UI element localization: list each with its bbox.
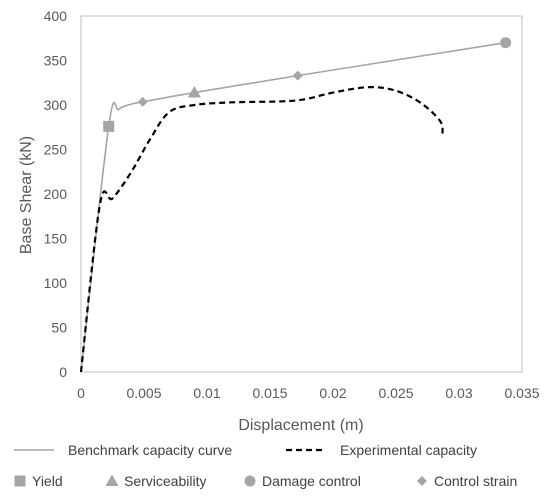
x-tick-label: 0.035: [504, 385, 539, 401]
legend-item: Benchmark capacity curve: [14, 442, 232, 458]
y-tick-label: 300: [44, 97, 68, 113]
legend-item: Control strain: [417, 473, 517, 489]
y-tick-label: 100: [44, 275, 68, 291]
x-tick-label: 0.02: [319, 385, 346, 401]
y-tick-label: 400: [44, 8, 68, 24]
control-strain-marker: [292, 70, 303, 81]
legend-item: Serviceability: [105, 473, 206, 489]
legend-item: Damage control: [244, 473, 361, 489]
y-tick-label: 200: [44, 186, 68, 202]
serviceability-marker: [187, 86, 201, 98]
y-tick-label: 150: [44, 231, 68, 247]
experimental-capacity-line: [79, 86, 444, 373]
y-tick-label: 50: [51, 320, 67, 336]
y-axis-ticks: 0 50 100 150 200 250 300 350 400: [44, 8, 68, 380]
legend-item: Yield: [14, 473, 63, 489]
yield-marker: [103, 120, 115, 132]
legend-label: Serviceability: [124, 473, 206, 489]
legend-swatch-circle: [244, 475, 256, 487]
plot-frame: [80, 15, 523, 373]
x-axis-title: Displacement (m): [238, 417, 363, 434]
y-axis-title: Base Shear (kN): [18, 136, 35, 254]
x-tick-label: 0: [77, 385, 85, 401]
benchmark-capacity-line: [80, 41, 506, 373]
y-tick-label: 0: [59, 364, 67, 380]
x-tick-label: 0.01: [193, 385, 220, 401]
legend-label: Yield: [32, 473, 63, 489]
legend-swatch-square: [14, 475, 26, 487]
legend-swatch-diamond: [417, 476, 427, 486]
control-strain-marker: [137, 96, 148, 107]
legend-label: Experimental capacity: [340, 442, 477, 458]
plot-border: [80, 15, 523, 373]
legend-label: Control strain: [434, 473, 517, 489]
damage-control-marker: [500, 37, 512, 49]
x-tick-label: 0.03: [445, 385, 472, 401]
x-tick-label: 0.015: [252, 385, 287, 401]
y-tick-label: 350: [44, 53, 68, 69]
legend: Benchmark capacity curve Experimental cap…: [14, 442, 517, 489]
legend-item: Experimental capacity: [286, 442, 477, 458]
series-layer: [79, 41, 506, 373]
legend-label: Damage control: [262, 473, 361, 489]
x-tick-label: 0.005: [126, 385, 161, 401]
legend-swatch-triangle: [105, 474, 119, 486]
x-axis-ticks: 0 0.005 0.01 0.015 0.02 0.025 0.03 0.035: [77, 385, 540, 401]
y-tick-label: 250: [44, 142, 68, 158]
marker-layer: [103, 37, 512, 132]
x-tick-label: 0.025: [378, 385, 413, 401]
legend-label: Benchmark capacity curve: [68, 442, 232, 458]
